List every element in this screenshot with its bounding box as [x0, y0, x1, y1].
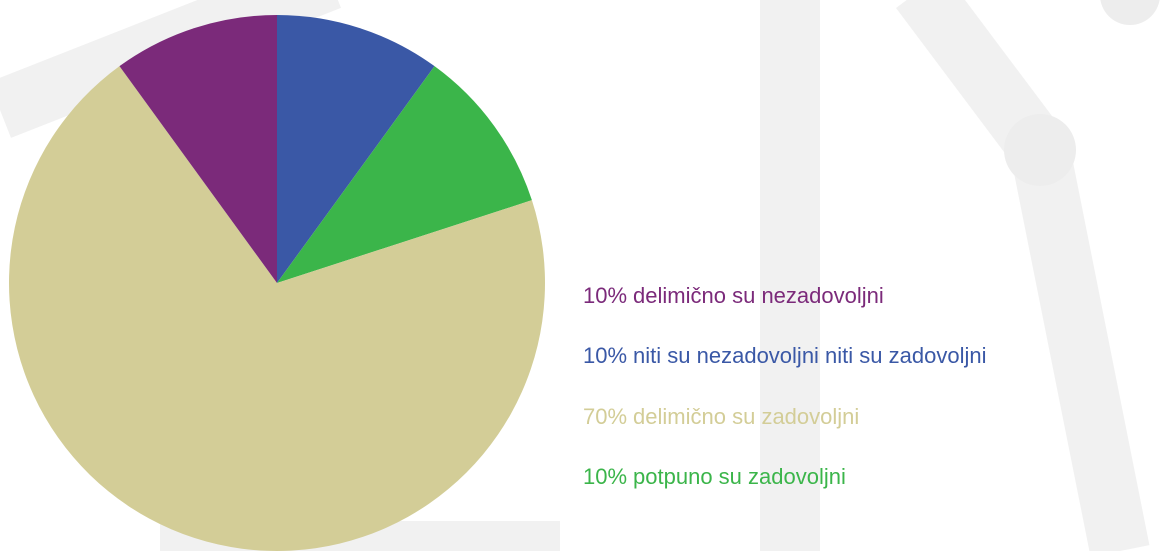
- pie-slice: [277, 66, 532, 284]
- legend-entry: 10% niti su nezadovoljni niti su zadovolj…: [583, 343, 986, 368]
- legend-value: 10%: [583, 283, 627, 308]
- legend-label: delimično su zadovoljni: [633, 404, 859, 429]
- pie-slice: [277, 15, 435, 283]
- legend-label: niti su nezadovoljni niti su zadovoljni: [633, 343, 986, 368]
- legend-label: potpuno su zadovoljni: [633, 464, 846, 489]
- pie-slice: [9, 66, 545, 551]
- pie-slice: [119, 15, 278, 283]
- legend-value: 10%: [583, 464, 627, 489]
- legend-value: 10%: [583, 343, 627, 368]
- legend-label: delimično su nezadovoljni: [633, 283, 884, 308]
- background-dots: [1004, 0, 1160, 186]
- legend-entry: 10% potpuno su zadovoljni: [583, 464, 846, 489]
- legend-value: 70%: [583, 404, 627, 429]
- legend-entry: 70% delimično su zadovoljni: [583, 404, 859, 429]
- legend-entry: 10% delimično su nezadovoljni: [583, 283, 884, 308]
